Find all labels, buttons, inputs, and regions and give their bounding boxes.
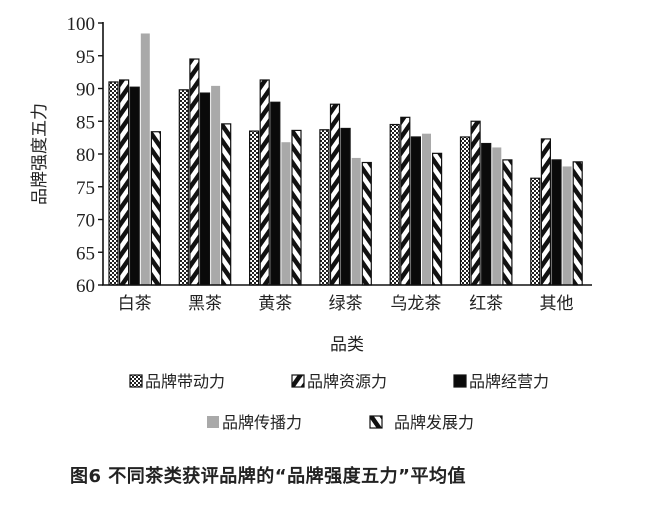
bar [361,161,372,286]
legend-swatch-icon [453,374,467,388]
x-category-label: 绿茶 [329,294,363,314]
y-tick-label: 100 [67,14,96,35]
bar-group [389,116,443,286]
bar [389,123,400,286]
bar [572,161,583,286]
y-tick-label: 60 [76,276,95,297]
bar [562,166,572,285]
bar [492,147,502,285]
bar [249,130,260,286]
legend-label: 品牌带动力 [145,372,225,391]
bar [319,129,330,286]
x-category-label: 黄茶 [258,294,292,314]
figure-caption: 图6 不同茶类获评品牌的“品牌强度五力”平均值 [70,466,466,487]
bar [422,133,431,285]
y-axis-title: 品牌强度五力 [30,103,50,205]
y-tick-label: 75 [76,178,95,199]
bar [470,120,481,286]
bar-group [319,103,372,286]
legend-item: 品牌经营力 [453,372,549,391]
bar [221,123,232,286]
x-category-label: 其他 [540,294,574,314]
y-tick-label: 80 [76,145,95,166]
bar [432,152,443,286]
y-tick-label: 65 [76,243,95,264]
x-category-label: 乌龙茶 [390,294,441,314]
bar [340,127,351,286]
bar [329,103,341,286]
bar [540,138,552,286]
bar [118,79,130,286]
bar-group [108,33,161,286]
x-category-label: 黑茶 [188,294,222,314]
bar [291,129,302,286]
bar-group [249,79,302,286]
bar-group [530,138,583,286]
bar [189,58,200,286]
x-category-label: 红茶 [469,294,503,314]
bars [108,33,583,286]
bar [140,33,150,286]
legend-swatch-icon [207,416,219,428]
bar [108,81,119,286]
bar [199,92,211,286]
y-tick-label: 90 [76,80,95,101]
y-tick-label: 85 [76,112,95,133]
legend-swatch-icon [129,374,143,388]
legend-label: 品牌资源力 [307,372,387,391]
legend-swatch-icon [369,415,383,429]
legend-item: 品牌传播力 [207,413,302,432]
bar [351,157,361,285]
legend-label: 品牌传播力 [222,413,302,432]
legend-label: 品牌经营力 [469,372,549,391]
x-axis-title: 品类 [330,335,364,355]
bar [481,142,492,286]
bar [270,101,281,286]
legend-item: 品牌带动力 [129,372,225,391]
y-axis-ticks: 60 65 70 75 80 85 90 95 100 [67,14,103,297]
bar-chart: 60 65 70 75 80 85 90 95 100 白茶 黑茶 黄茶 绿茶 乌龙茶 红茶 其他 品牌强度… [30,14,592,432]
bar-group [178,58,232,286]
bar [400,116,411,286]
axes [102,22,592,286]
bar [281,142,291,285]
x-category-label: 白茶 [118,294,152,314]
legend-label: 品牌发展力 [394,413,474,432]
bar-group [459,120,513,286]
legend-item: 品牌资源力 [291,372,387,391]
bar [178,89,189,286]
bar [150,131,161,286]
y-tick-label: 70 [76,211,95,232]
bar [459,136,471,286]
bar [502,159,513,286]
legend-item: 品牌发展力 [369,413,474,432]
bar [129,86,140,286]
bar [530,177,541,286]
bar [551,159,562,286]
y-tick-label: 95 [76,47,95,68]
legend-swatch-icon [291,374,305,388]
bar [211,85,221,285]
x-axis-category-labels: 白茶 黑茶 黄茶 绿茶 乌龙茶 红茶 其他 [118,294,574,314]
bar [259,79,270,286]
bar [410,136,421,286]
